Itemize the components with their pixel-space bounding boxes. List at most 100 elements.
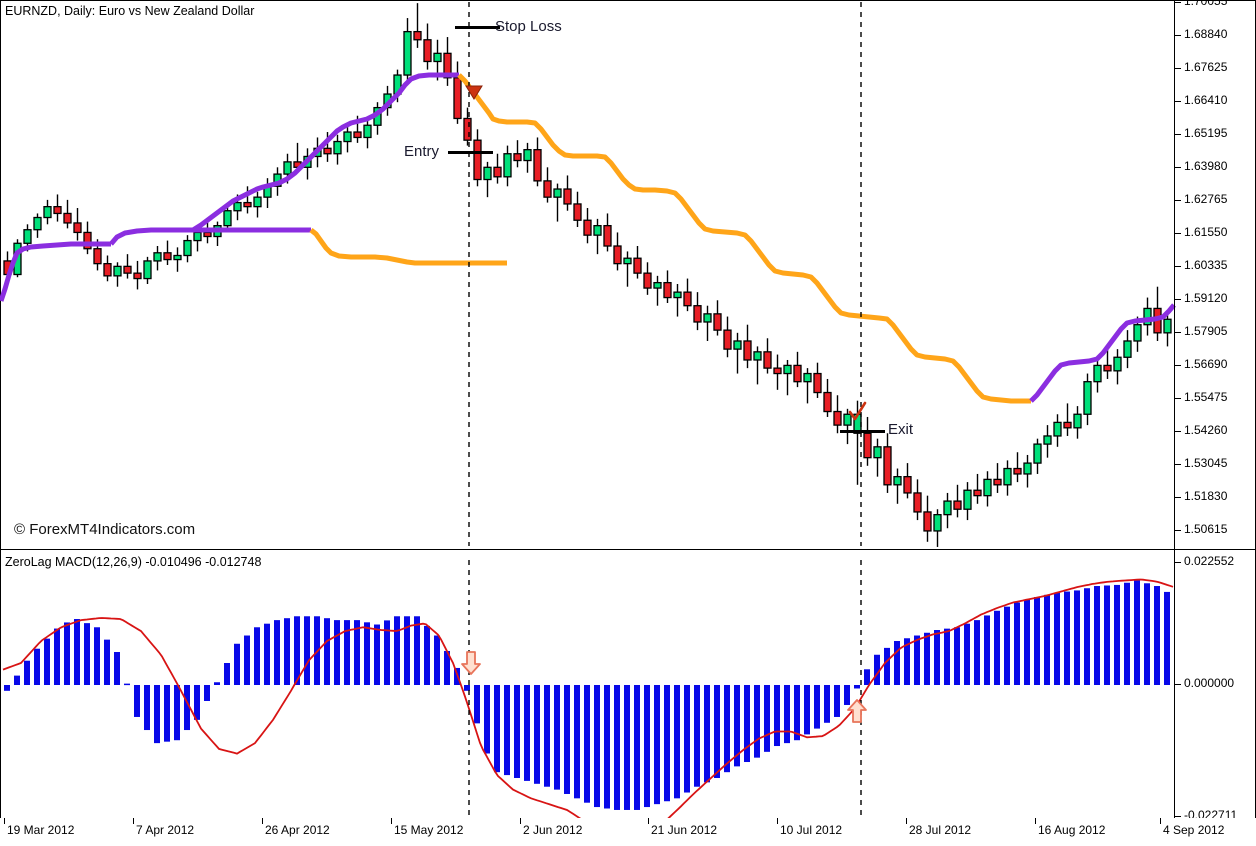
- macd-histogram-bar: [24, 660, 30, 685]
- macd-histogram-bar: [614, 685, 620, 810]
- macd-histogram-bar: [534, 685, 540, 784]
- macd-histogram-bar: [744, 685, 750, 763]
- price-y-tick: [1175, 265, 1181, 267]
- macd-histogram-bar: [704, 685, 710, 783]
- macd-histogram-bar: [834, 685, 840, 717]
- price-y-tick: [1175, 2, 1181, 3]
- macd-histogram-bar: [234, 643, 240, 685]
- macd-histogram-bar: [1074, 590, 1080, 685]
- macd-histogram-bar: [624, 685, 630, 810]
- macd-histogram-bar: [544, 685, 550, 787]
- macd-histogram-bar: [974, 620, 980, 685]
- price-y-label: 1.65195: [1184, 125, 1228, 140]
- macd-histogram-bar: [444, 650, 450, 685]
- macd-histogram-bar: [854, 685, 860, 689]
- price-y-label: 1.54260: [1184, 422, 1228, 437]
- macd-histogram-bar: [724, 685, 730, 773]
- annotation-label-entry: Entry: [404, 143, 440, 160]
- macd-histogram-bar: [574, 685, 580, 799]
- macd-histogram-bar: [94, 627, 100, 685]
- macd-histogram-bar: [594, 685, 600, 808]
- macd-histogram-bar: [44, 638, 50, 685]
- date-label: 19 Mar 2012: [7, 823, 75, 837]
- date-label: 2 Jun 2012: [523, 823, 583, 837]
- macd-histogram-bar: [1054, 592, 1060, 685]
- date-tick: [391, 818, 392, 824]
- macd-y-label: 0.000000: [1184, 676, 1235, 690]
- macd-histogram-bar: [354, 620, 360, 685]
- price-y-label: 1.50615: [1184, 521, 1228, 536]
- date-tick: [133, 818, 134, 824]
- macd-histogram-bar: [914, 635, 920, 685]
- macd-histogram-bar: [1084, 588, 1090, 685]
- date-tick: [648, 818, 649, 824]
- annotation-marker-line: [455, 26, 500, 29]
- macd-histogram-bar: [994, 610, 1000, 685]
- annotation-marker-line: [840, 430, 885, 433]
- date-tick: [906, 818, 907, 824]
- price-chart-panel[interactable]: [0, 0, 1256, 550]
- macd-histogram-bar: [264, 623, 270, 685]
- macd-histogram-bar: [104, 639, 110, 685]
- macd-histogram-bar: [1004, 606, 1010, 685]
- price-y-tick: [1175, 298, 1181, 300]
- date-tick: [262, 818, 263, 824]
- macd-indicator-panel[interactable]: [0, 549, 1256, 842]
- macd-histogram-bar: [374, 624, 380, 685]
- macd-histogram-bar: [214, 682, 220, 685]
- macd-histogram-bar: [134, 685, 140, 717]
- price-y-tick: [1175, 331, 1181, 333]
- price-y-label: 1.67625: [1184, 59, 1228, 74]
- macd-histogram-bar: [714, 685, 720, 778]
- macd-histogram-bar: [654, 685, 660, 805]
- macd-histogram-bar: [1104, 585, 1110, 685]
- price-chart-canvas: [0, 3, 1176, 547]
- macd-histogram-bar: [804, 685, 810, 735]
- macd-histogram-bar: [924, 632, 930, 685]
- macd-histogram-bar: [954, 627, 960, 685]
- macd-histogram-bar: [334, 620, 340, 685]
- trend-up-seg-1: [0, 241, 111, 302]
- macd-histogram-bar: [774, 685, 780, 747]
- macd-histogram-bar: [784, 685, 790, 744]
- macd-histogram-bar: [84, 623, 90, 685]
- macd-histogram-bar: [1114, 584, 1120, 685]
- macd-histogram-bar: [14, 675, 20, 685]
- macd-histogram-bar: [1014, 602, 1020, 685]
- price-y-label: 1.66410: [1184, 92, 1228, 107]
- macd-histogram-bar: [304, 616, 310, 685]
- macd-histogram-bar: [164, 685, 170, 742]
- price-y-label: 1.53045: [1184, 455, 1228, 470]
- macd-histogram-bar: [1124, 582, 1130, 685]
- macd-histogram-bar: [1064, 591, 1070, 685]
- macd-histogram-bar: [864, 669, 870, 685]
- date-label: 26 Apr 2012: [265, 823, 330, 837]
- price-y-tick: [1175, 100, 1181, 102]
- trend-up-seg-2: [109, 227, 311, 246]
- indicator-title: ZeroLag MACD(12,26,9) -0.010496 -0.01274…: [5, 555, 262, 569]
- macd-axis-divider: [1174, 549, 1175, 819]
- macd-histogram-bar: [154, 685, 160, 744]
- macd-histogram-bar: [474, 685, 480, 724]
- annotation-label-exit: Exit: [888, 421, 914, 438]
- date-label: 10 Jul 2012: [780, 823, 843, 837]
- macd-histogram-bar: [824, 685, 830, 723]
- price-y-label: 1.63980: [1184, 158, 1228, 173]
- macd-histogram-bar: [224, 663, 230, 685]
- macd-histogram-bar: [504, 685, 510, 776]
- macd-histogram-bar: [324, 618, 330, 685]
- macd-histogram-bar: [674, 685, 680, 799]
- macd-histogram-bar: [244, 635, 250, 685]
- macd-histogram-bar: [814, 685, 820, 729]
- price-y-tick: [1175, 529, 1181, 531]
- price-y-tick: [1175, 133, 1181, 135]
- macd-histogram-bar: [114, 652, 120, 685]
- macd-histogram-bar: [384, 620, 390, 685]
- macd-histogram-bar: [604, 685, 610, 809]
- macd-histogram-bar: [1094, 586, 1100, 685]
- macd-histogram-bar: [414, 616, 420, 685]
- price-y-tick: [1175, 232, 1181, 234]
- price-y-tick: [1175, 397, 1181, 399]
- macd-histogram-bar: [634, 685, 640, 810]
